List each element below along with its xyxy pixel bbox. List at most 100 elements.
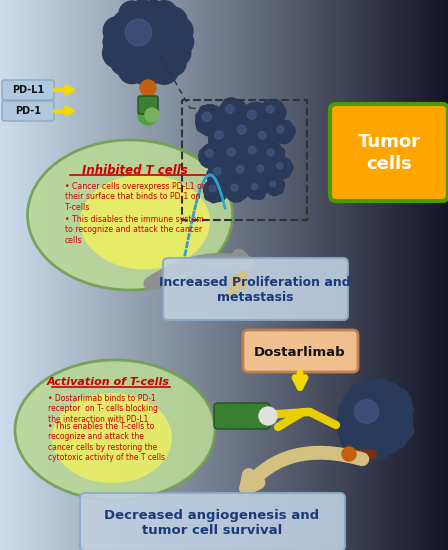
Circle shape (166, 41, 191, 65)
Circle shape (197, 107, 223, 133)
Circle shape (274, 144, 281, 151)
Circle shape (265, 159, 272, 166)
FancyBboxPatch shape (163, 258, 348, 320)
Circle shape (114, 12, 133, 31)
Circle shape (218, 152, 225, 160)
Circle shape (216, 181, 222, 186)
Circle shape (232, 162, 240, 170)
Circle shape (232, 121, 241, 131)
Circle shape (199, 149, 207, 156)
Circle shape (233, 136, 240, 144)
Circle shape (235, 195, 242, 202)
Circle shape (260, 107, 267, 114)
Circle shape (201, 158, 209, 166)
Circle shape (205, 150, 213, 157)
Circle shape (258, 159, 265, 166)
FancyBboxPatch shape (330, 104, 448, 201)
Circle shape (266, 186, 271, 191)
Circle shape (207, 180, 215, 188)
Circle shape (237, 166, 244, 173)
Circle shape (342, 447, 356, 461)
Circle shape (224, 117, 231, 124)
Circle shape (226, 190, 233, 196)
Circle shape (273, 169, 280, 176)
Circle shape (238, 157, 246, 166)
Circle shape (256, 157, 263, 165)
Circle shape (241, 151, 248, 158)
Circle shape (249, 158, 258, 166)
Circle shape (248, 191, 254, 197)
Circle shape (259, 120, 268, 130)
Circle shape (279, 184, 284, 189)
Circle shape (215, 109, 222, 117)
Circle shape (213, 161, 220, 168)
Circle shape (215, 161, 222, 168)
Circle shape (259, 144, 266, 150)
Circle shape (249, 169, 255, 175)
Circle shape (250, 141, 256, 147)
Circle shape (214, 123, 223, 131)
Circle shape (200, 125, 209, 134)
Circle shape (150, 56, 178, 84)
Circle shape (267, 117, 276, 125)
Circle shape (232, 195, 239, 202)
Circle shape (228, 141, 236, 149)
Circle shape (261, 183, 267, 190)
Circle shape (231, 133, 238, 140)
Circle shape (287, 125, 295, 133)
Circle shape (266, 162, 273, 169)
Circle shape (220, 185, 226, 191)
Circle shape (355, 400, 379, 424)
Circle shape (159, 50, 186, 76)
Circle shape (265, 180, 272, 187)
Circle shape (276, 147, 282, 152)
Circle shape (220, 124, 228, 132)
Text: • This enables the T-cells to
recognize and attack the
cancer cells by restoring: • This enables the T-cells to recognize … (48, 422, 165, 462)
Circle shape (246, 162, 254, 170)
Circle shape (252, 129, 260, 138)
Circle shape (262, 113, 271, 123)
Circle shape (216, 195, 222, 201)
FancyBboxPatch shape (243, 330, 358, 372)
Circle shape (224, 164, 231, 172)
Circle shape (250, 167, 258, 175)
Circle shape (248, 180, 266, 198)
Circle shape (267, 160, 276, 167)
Circle shape (219, 108, 226, 116)
Circle shape (238, 179, 245, 186)
Circle shape (244, 142, 266, 164)
Circle shape (278, 180, 284, 187)
Circle shape (268, 171, 274, 177)
Circle shape (274, 190, 279, 195)
Circle shape (254, 127, 276, 149)
Circle shape (254, 141, 260, 147)
Circle shape (205, 181, 225, 201)
Circle shape (213, 167, 221, 175)
Circle shape (230, 180, 236, 186)
Circle shape (253, 194, 258, 199)
Circle shape (199, 155, 207, 163)
Circle shape (207, 170, 215, 178)
Circle shape (220, 104, 227, 112)
Circle shape (211, 124, 221, 135)
Circle shape (237, 101, 245, 109)
Circle shape (254, 163, 259, 168)
Circle shape (238, 111, 247, 120)
Circle shape (238, 159, 245, 167)
Circle shape (283, 120, 291, 129)
Circle shape (287, 124, 293, 129)
Circle shape (264, 100, 272, 108)
Circle shape (151, 1, 177, 28)
Circle shape (225, 167, 232, 174)
Circle shape (337, 411, 355, 428)
Circle shape (247, 189, 253, 195)
Circle shape (256, 141, 264, 149)
Circle shape (231, 172, 237, 178)
Circle shape (287, 135, 293, 140)
Circle shape (205, 192, 212, 200)
Circle shape (243, 188, 248, 192)
Circle shape (261, 150, 267, 156)
Circle shape (241, 192, 246, 199)
Circle shape (276, 122, 282, 128)
Circle shape (247, 158, 254, 164)
